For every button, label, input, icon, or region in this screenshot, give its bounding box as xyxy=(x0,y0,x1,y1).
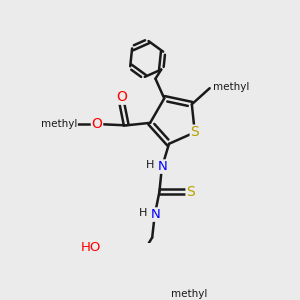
Text: N: N xyxy=(158,160,168,173)
Text: O: O xyxy=(116,90,127,104)
Text: methyl: methyl xyxy=(171,289,207,299)
Text: S: S xyxy=(186,185,195,199)
Text: N: N xyxy=(151,208,161,221)
Text: O: O xyxy=(92,117,102,131)
Text: HO: HO xyxy=(81,241,101,254)
Text: methyl: methyl xyxy=(213,82,250,92)
Text: H: H xyxy=(146,160,154,170)
Text: methyl: methyl xyxy=(41,119,77,129)
Text: H: H xyxy=(139,208,147,218)
Text: S: S xyxy=(190,125,199,139)
